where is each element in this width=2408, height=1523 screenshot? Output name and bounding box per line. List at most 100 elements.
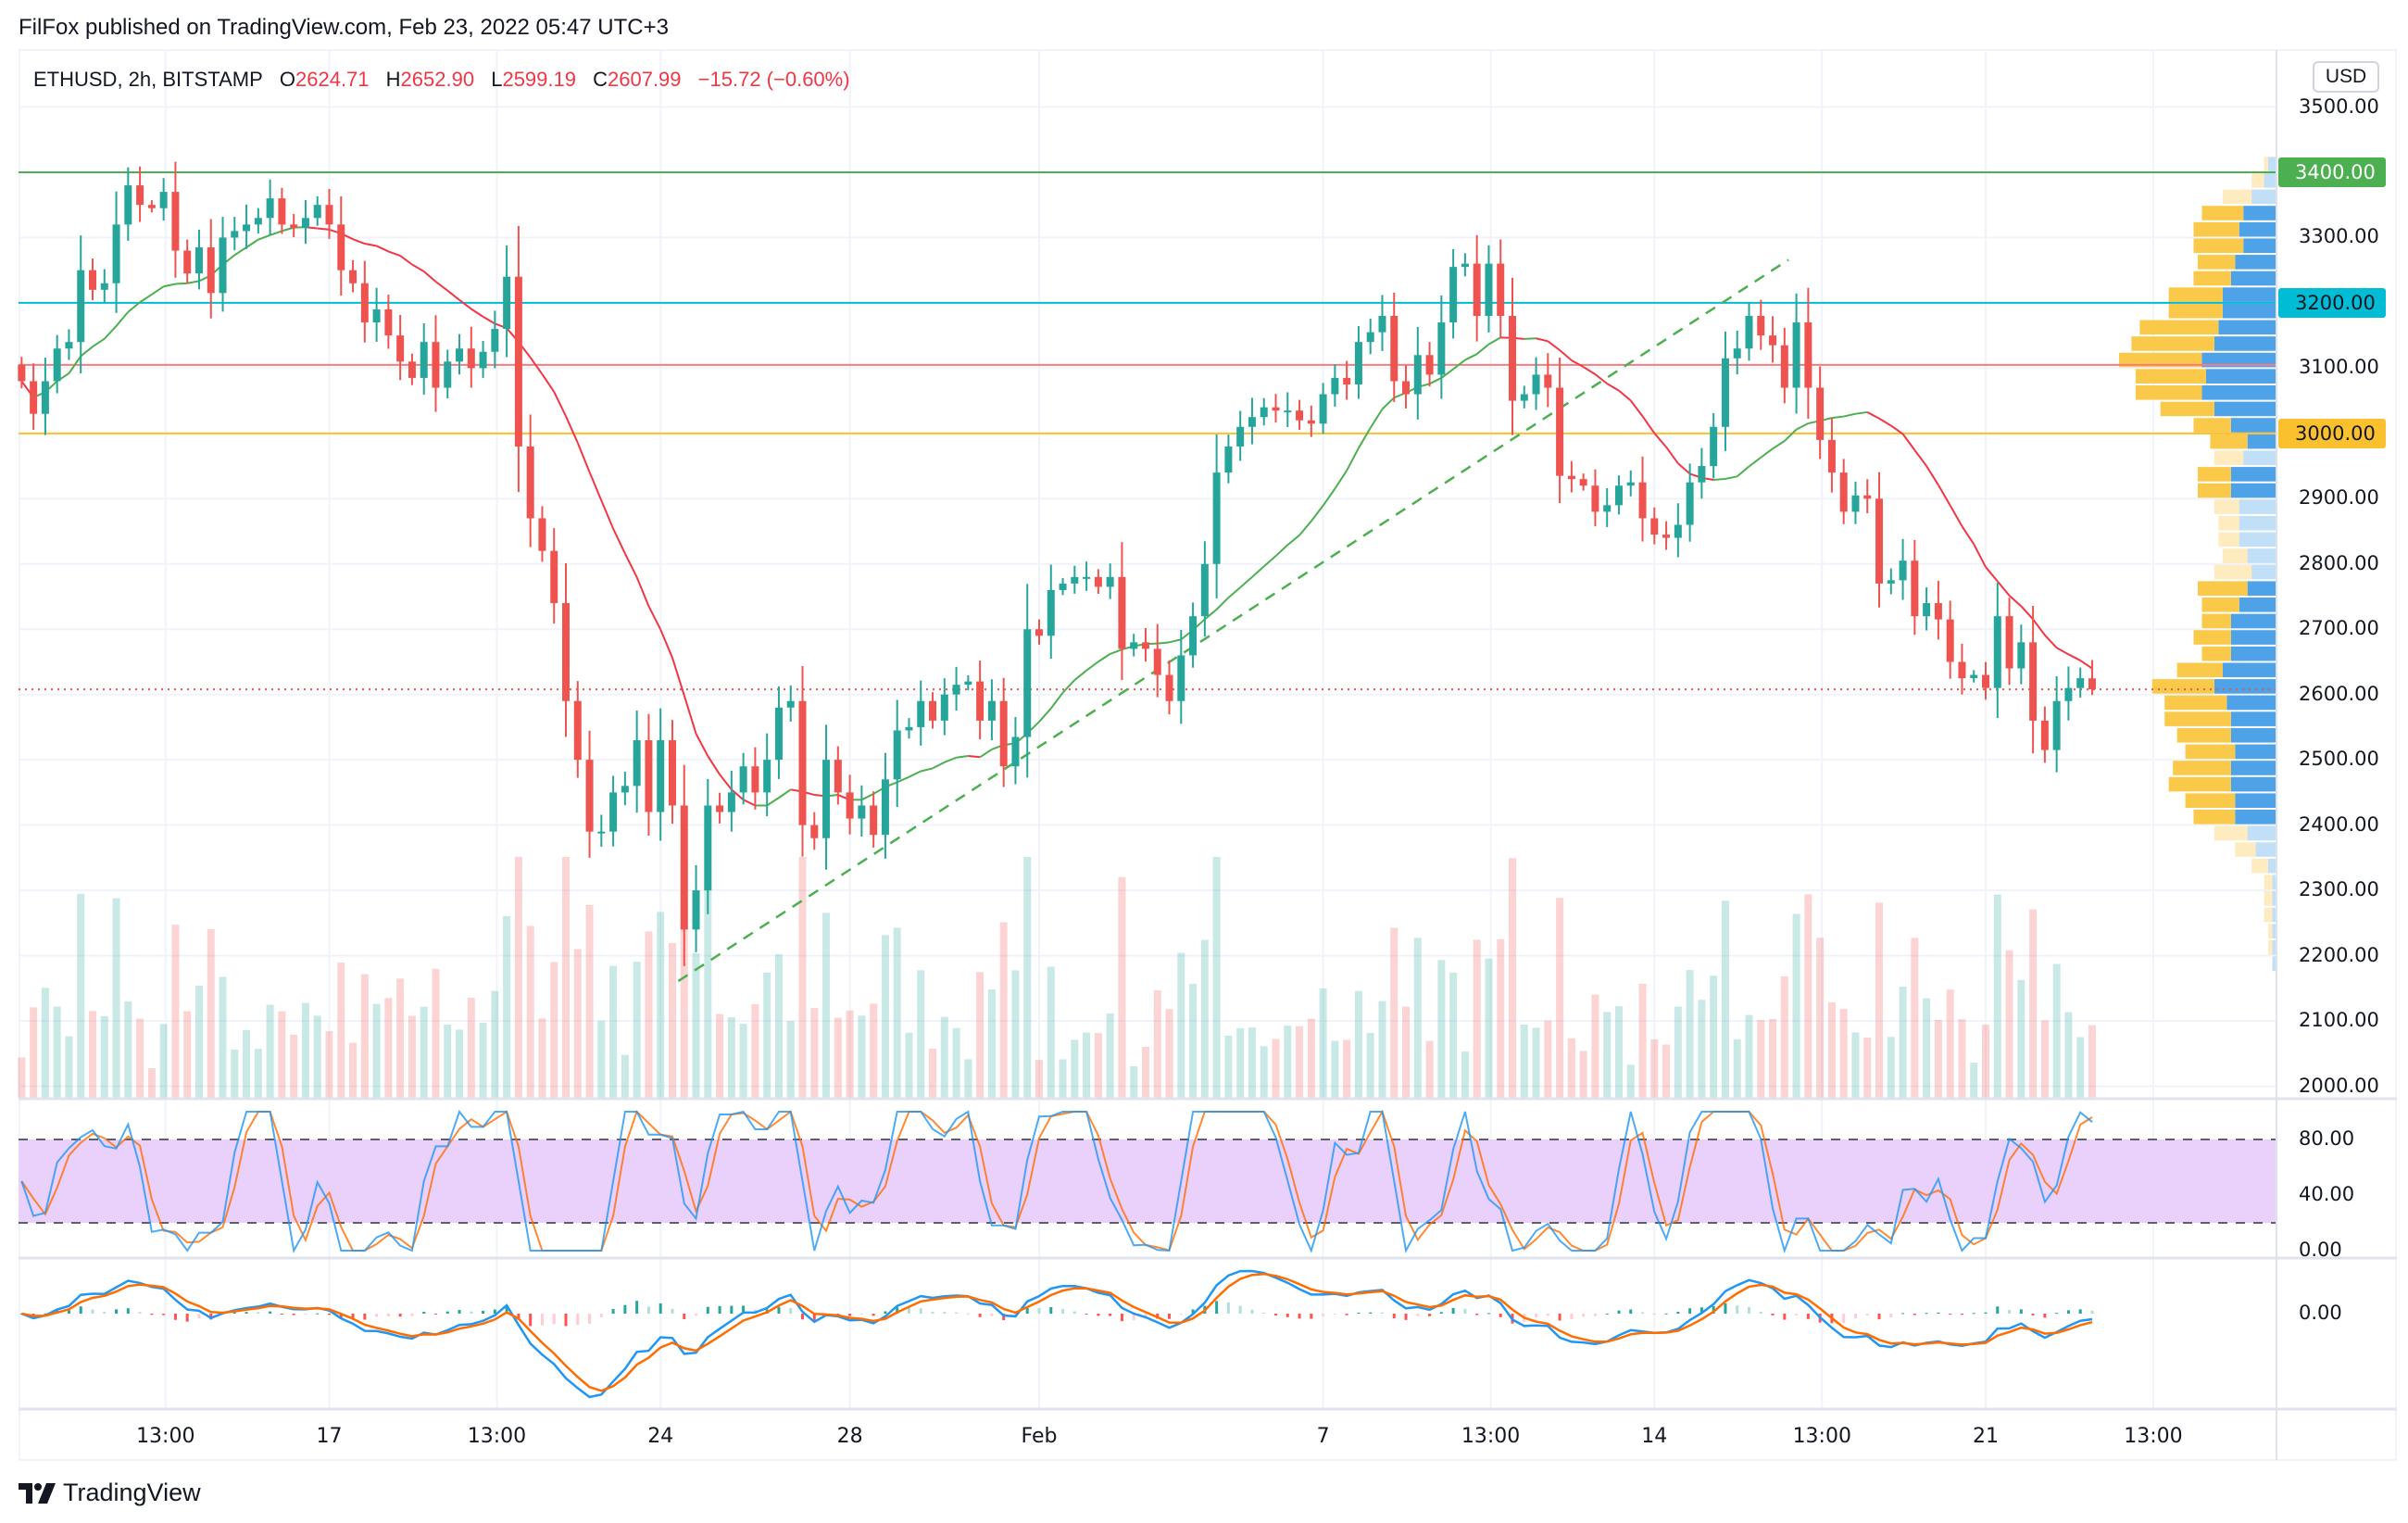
- profile-row-up: [2131, 336, 2214, 351]
- ma-segment: [1452, 359, 1466, 371]
- macd-histogram-bar: [1913, 1314, 1916, 1315]
- volume-bar: [1284, 1026, 1292, 1098]
- ma-segment: [2008, 595, 2022, 608]
- macd-tick-label: 0.00: [2299, 1302, 2342, 1324]
- trendline-layer[interactable]: [677, 258, 1789, 983]
- volume-bar: [1650, 1039, 1659, 1098]
- ma-segment: [1737, 465, 1750, 478]
- macd-histogram-bar: [458, 1309, 461, 1314]
- ma-segment: [1901, 433, 1916, 451]
- ma-segment: [1866, 411, 1880, 420]
- ma-segment: [1606, 383, 1620, 392]
- candle: [621, 772, 629, 806]
- candle: [1141, 628, 1149, 662]
- macd-histogram-bar: [1298, 1314, 1301, 1319]
- volume-bar: [1674, 1006, 1682, 1098]
- ma-segment: [411, 263, 425, 272]
- time-tick-label: 7: [1316, 1425, 1330, 1448]
- volume-bar: [77, 893, 85, 1098]
- volume-bar: [1425, 1040, 1434, 1098]
- volume-bar: [1863, 1038, 1872, 1098]
- ma-segment: [1215, 597, 1230, 610]
- profile-row-up: [2164, 711, 2231, 726]
- volume-bar: [704, 886, 712, 1098]
- candle: [1827, 417, 1836, 493]
- candle: [858, 785, 866, 837]
- candle: [77, 235, 85, 373]
- candle: [183, 239, 192, 283]
- profile-row-up: [2201, 598, 2239, 612]
- macd-histogram-bar: [1357, 1312, 1361, 1314]
- volume-bar: [1106, 1013, 1114, 1098]
- volume-bar: [964, 1059, 972, 1098]
- profile-row-up: [2193, 238, 2244, 254]
- volume-bar: [870, 1003, 878, 1098]
- volume-bar: [822, 913, 831, 1098]
- ma-segment: [944, 756, 957, 763]
- volume-bar: [893, 927, 901, 1098]
- candle: [2040, 706, 2049, 763]
- ma-segment: [1772, 440, 1786, 450]
- profile-row-up: [2193, 810, 2236, 824]
- legend-symbol[interactable]: ETHUSD, 2h, BITSTAMP: [33, 68, 263, 91]
- volume-bar: [1721, 900, 1729, 1098]
- macd-histogram-bar: [884, 1311, 887, 1314]
- volume-bar: [1153, 990, 1161, 1098]
- ma-segment: [1227, 586, 1241, 598]
- macd-histogram-bar: [257, 1312, 260, 1314]
- macd-histogram-bar: [1925, 1313, 1928, 1315]
- profile-row-down: [2239, 499, 2276, 514]
- macd-histogram-bar: [493, 1309, 496, 1314]
- volume-bar: [1354, 990, 1362, 1098]
- profile-row-up: [2264, 891, 2273, 906]
- ma-segment: [1038, 708, 1052, 723]
- ma-segment: [1665, 447, 1679, 464]
- legend-open-label: O: [279, 68, 295, 91]
- macd-histogram-bar: [505, 1306, 508, 1314]
- candle: [964, 674, 972, 691]
- candle: [1970, 670, 1978, 683]
- profile-row-down: [2268, 157, 2276, 171]
- ma-segment: [1938, 485, 1951, 507]
- ma-segment: [1358, 427, 1372, 449]
- volume-bar: [2076, 1037, 2085, 1098]
- profile-row-down: [2230, 727, 2276, 743]
- candle: [89, 258, 96, 301]
- candle: [987, 679, 996, 741]
- candle: [1071, 565, 1079, 594]
- ma-segment: [659, 629, 673, 659]
- ma-segment: [139, 293, 153, 304]
- candle: [171, 161, 180, 278]
- profile-row-up: [2160, 401, 2214, 417]
- macd-histogram-bar: [635, 1301, 639, 1314]
- profile-row-up: [2201, 613, 2231, 629]
- macd-histogram-bar: [422, 1312, 426, 1314]
- volume-bar: [1686, 970, 1694, 1098]
- price-tick-label: 2800.00: [2299, 551, 2379, 574]
- macd-histogram-bar: [1558, 1314, 1561, 1321]
- pane-separators[interactable]: [19, 50, 2397, 1460]
- volume-bar: [231, 1049, 239, 1098]
- ohlc-legend: ETHUSD, 2h, BITSTAMP O2624.71 H2652.90 L…: [33, 68, 850, 92]
- ma-segment: [719, 774, 733, 790]
- ma-segment: [282, 226, 295, 233]
- volume-bar: [1059, 1059, 1067, 1098]
- candle: [254, 208, 262, 233]
- candle: [1851, 481, 1860, 524]
- macd-histogram-bar: [896, 1307, 899, 1314]
- ma-segment: [1618, 389, 1632, 402]
- volume-bar: [1224, 1035, 1233, 1098]
- trendline[interactable]: [677, 258, 1789, 983]
- volume-bar: [929, 1048, 937, 1098]
- ma-segment: [1653, 432, 1667, 448]
- candle: [1485, 245, 1493, 333]
- profile-row-down: [2222, 287, 2276, 302]
- candle: [290, 214, 298, 238]
- currency-button[interactable]: USD: [2313, 61, 2379, 93]
- volume-bar: [1343, 1039, 1351, 1098]
- ma-segment: [565, 415, 579, 444]
- volume-bar: [1378, 1001, 1386, 1098]
- volume-bar: [53, 1006, 61, 1098]
- horizontal-levels[interactable]: [19, 170, 2276, 691]
